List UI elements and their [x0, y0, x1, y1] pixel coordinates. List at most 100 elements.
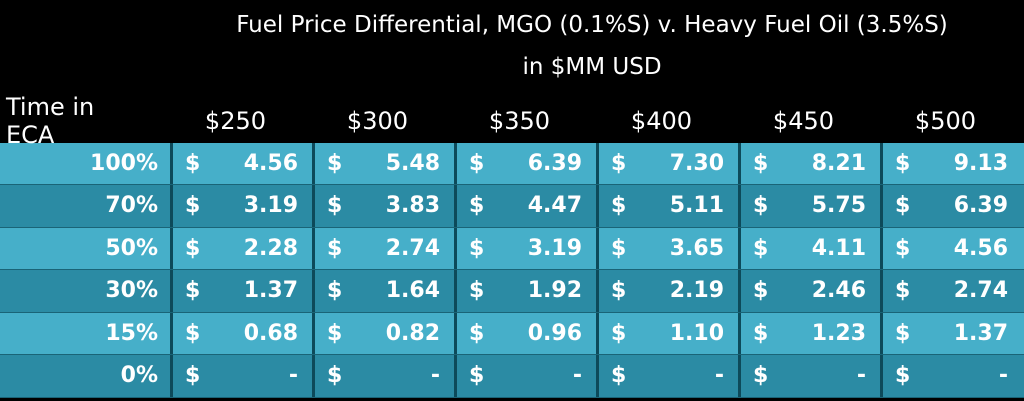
- currency-symbol: $: [611, 150, 627, 176]
- table-row: 15% $0.68 $0.82 $0.96 $1.10 $1.23 $1.37: [0, 312, 1024, 355]
- cell-value: -: [998, 363, 1008, 389]
- table-cell: $ -: [596, 355, 738, 397]
- table-row: 0% $ - $ - $ - $ - $ - $ -: [0, 355, 1024, 398]
- cell-value: 2.19: [669, 278, 724, 304]
- cell-value: 2.28: [243, 235, 298, 261]
- cell-value: 2.74: [385, 235, 440, 261]
- currency-symbol: $: [611, 363, 627, 389]
- table-cell: $0.96: [454, 312, 596, 354]
- table-cell: $6.39: [454, 142, 596, 184]
- currency-symbol: $: [327, 235, 343, 261]
- currency-symbol: $: [753, 235, 769, 261]
- cell-value: 6.39: [953, 193, 1008, 219]
- table-row: 50% $2.28 $2.74 $3.19 $3.65 $4.11 $4.56: [0, 227, 1024, 270]
- currency-symbol: $: [895, 150, 911, 176]
- table-cell: $5.48: [312, 142, 454, 184]
- cell-value: 1.23: [811, 320, 866, 346]
- currency-symbol: $: [753, 363, 769, 389]
- currency-symbol: $: [469, 320, 485, 346]
- table-cell: $8.21: [738, 142, 880, 184]
- table: Time in ECA $250 $300 $350 $400 $450 $500 100% $…: [0, 93, 1024, 398]
- table-cell: $2.74: [312, 227, 454, 269]
- cell-value: 1.37: [953, 320, 1008, 346]
- currency-symbol: $: [611, 193, 627, 219]
- table-cell: $7.30: [596, 142, 738, 184]
- row-label: 15%: [105, 320, 158, 346]
- cell-value: 2.74: [953, 278, 1008, 304]
- cell-value: 3.19: [527, 235, 582, 261]
- table-cell: $3.83: [312, 185, 454, 227]
- row-label: 70%: [105, 193, 158, 219]
- table-cell: $ -: [312, 355, 454, 397]
- currency-symbol: $: [753, 320, 769, 346]
- cell-value: 1.64: [385, 278, 440, 304]
- cell-value: -: [856, 363, 866, 389]
- cell-value: 0.96: [527, 320, 582, 346]
- cell-value: 4.11: [811, 235, 866, 261]
- currency-symbol: $: [469, 150, 485, 176]
- column-header: $300: [346, 107, 408, 136]
- currency-symbol: $: [611, 235, 627, 261]
- table-cell: $3.65: [596, 227, 738, 269]
- table-cell: $ -: [170, 355, 312, 397]
- cell-value: 3.65: [669, 235, 724, 261]
- column-header: Time in ECA: [6, 93, 95, 150]
- cell-value: 0.82: [385, 320, 440, 346]
- column-header: $500: [914, 107, 976, 136]
- column-header: $450: [772, 107, 834, 136]
- cell-value: -: [288, 363, 298, 389]
- table-cell: $1.64: [312, 270, 454, 312]
- currency-symbol: $: [469, 278, 485, 304]
- cell-value: 4.56: [953, 235, 1008, 261]
- column-header: $350: [488, 107, 550, 136]
- currency-symbol: $: [327, 320, 343, 346]
- cell-value: 8.21: [811, 150, 866, 176]
- table-row: 70% $3.19 $3.83 $4.47 $5.11 $5.75 $6.39: [0, 185, 1024, 228]
- cell-value: -: [430, 363, 440, 389]
- currency-symbol: $: [611, 278, 627, 304]
- table-cell: $1.23: [738, 312, 880, 354]
- table-cell: $4.47: [454, 185, 596, 227]
- row-label: 30%: [105, 278, 158, 304]
- cell-value: 1.92: [527, 278, 582, 304]
- table-body: 100% $4.56 $5.48 $6.39 $7.30 $8.21 $9.13 70% $3.…: [0, 142, 1024, 398]
- cell-value: 1.10: [669, 320, 724, 346]
- table-cell: $4.11: [738, 227, 880, 269]
- table-cell: $6.39: [880, 185, 1022, 227]
- table-cell: $5.75: [738, 185, 880, 227]
- table-cell: $1.37: [880, 312, 1022, 354]
- currency-symbol: $: [469, 235, 485, 261]
- table-cell: $ -: [880, 355, 1022, 397]
- table-title: Fuel Price Differential, MGO (0.1%S) v. …: [236, 12, 948, 38]
- cell-value: -: [572, 363, 582, 389]
- row-label: 100%: [90, 150, 158, 176]
- table-subtitle: in $MM USD: [522, 54, 662, 80]
- cell-value: 4.47: [527, 193, 582, 219]
- currency-symbol: $: [327, 363, 343, 389]
- cell-value: 7.30: [669, 150, 724, 176]
- cell-value: 4.56: [243, 150, 298, 176]
- table-cell: $9.13: [880, 142, 1022, 184]
- table-cell: $0.82: [312, 312, 454, 354]
- table-cell: $1.92: [454, 270, 596, 312]
- column-header: $400: [630, 107, 692, 136]
- currency-symbol: $: [185, 278, 201, 304]
- cell-value: -: [714, 363, 724, 389]
- table-cell: $3.19: [170, 185, 312, 227]
- currency-symbol: $: [185, 363, 201, 389]
- cell-value: 6.39: [527, 150, 582, 176]
- column-header: $250: [204, 107, 266, 136]
- table-cell: $1.37: [170, 270, 312, 312]
- currency-symbol: $: [895, 363, 911, 389]
- table-row: 30% $1.37 $1.64 $1.92 $2.19 $2.46 $2.74: [0, 270, 1024, 313]
- table-cell: $4.56: [880, 227, 1022, 269]
- table-cell: $ -: [454, 355, 596, 397]
- table-cell: $1.10: [596, 312, 738, 354]
- currency-symbol: $: [185, 235, 201, 261]
- currency-symbol: $: [753, 278, 769, 304]
- cell-value: 3.83: [385, 193, 440, 219]
- table-cell: $2.74: [880, 270, 1022, 312]
- header-row: Time in ECA $250 $300 $350 $400 $450 $500: [0, 93, 1024, 150]
- table-cell: $ -: [738, 355, 880, 397]
